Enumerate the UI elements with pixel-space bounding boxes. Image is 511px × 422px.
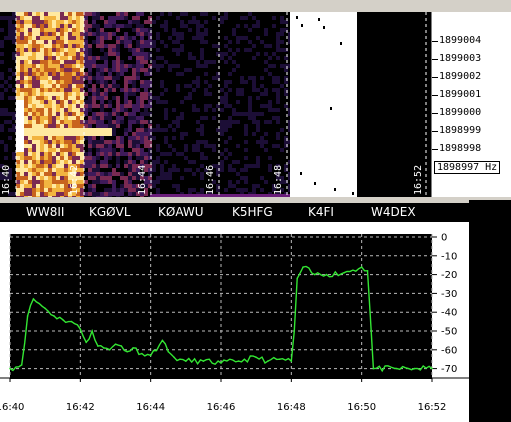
freq-label: 1899002 — [439, 71, 482, 82]
freq-tick — [432, 149, 438, 150]
signal-strength-point — [293, 330, 296, 332]
signal-strength-point — [97, 345, 99, 347]
waterfall-time-label: 16:46 — [205, 164, 216, 195]
x-tick-label: 16:48 — [277, 402, 306, 413]
signal-strength-point — [20, 364, 23, 366]
freq-tick — [432, 131, 438, 132]
signal-strength-point — [343, 271, 345, 274]
signal-strength-point — [202, 360, 205, 362]
signal-strength-point — [313, 273, 316, 276]
callsign-label[interactable]: K5HFG — [232, 205, 273, 219]
freq-tick — [432, 95, 438, 96]
signal-strength-point — [120, 345, 123, 347]
signal-strength-point — [325, 273, 328, 276]
signal-strength-point — [255, 356, 257, 359]
signal-strength-point — [70, 320, 73, 323]
x-tick-label: 16:50 — [347, 402, 376, 413]
frequency-scale: 1899004 1899003 1899002 1899001 1899000 … — [431, 12, 511, 197]
signal-strength-point — [290, 360, 293, 362]
callsign-bar: WW8II KGØVL KØAWU K5HFG K4FI W4DEX — [0, 203, 469, 222]
signal-strength-point — [26, 315, 29, 317]
callsign-label[interactable]: WW8II — [26, 205, 65, 219]
signal-strength-point — [372, 367, 375, 370]
waterfall-spectrogram — [0, 12, 431, 197]
signal-strength-point — [161, 339, 164, 342]
callsign-label[interactable]: K4FI — [308, 205, 334, 219]
freq-tick — [432, 59, 438, 60]
signal-strength-panel: 16:40 16:42 16:44 16:46 16:48 16:50 16:52 0 -10 -… — [0, 222, 469, 422]
y-tick-label: -60 — [441, 345, 457, 356]
signal-strength-chart: 16:40 16:42 16:44 16:46 16:48 16:50 16:52 0 -10 -… — [0, 222, 469, 422]
y-tick-label: -40 — [441, 308, 457, 319]
freq-tick — [432, 77, 438, 78]
signal-strength-point — [173, 356, 175, 359]
signal-strength-point — [44, 307, 46, 310]
y-tick-label: -70 — [441, 364, 457, 375]
right-side-panel — [469, 200, 511, 422]
signal-strength-point — [431, 367, 433, 370]
callsign-label[interactable]: W4DEX — [371, 205, 416, 219]
signal-strength-point — [413, 367, 416, 370]
signal-strength-point — [179, 358, 181, 360]
y-tick-label: -50 — [441, 327, 457, 338]
signal-strength-point — [132, 347, 134, 349]
signal-strength-point — [167, 350, 170, 353]
x-tick-label: 16:40 — [0, 402, 24, 413]
signal-strength-point — [9, 367, 11, 370]
signal-strength-point — [53, 315, 55, 317]
signal-strength-point — [360, 266, 363, 268]
cursor-frequency-readout: 1898997 Hz — [434, 161, 501, 174]
signal-strength-point — [237, 360, 240, 362]
waterfall-time-label: 16:42 — [69, 164, 80, 195]
y-tick-label: -20 — [441, 270, 457, 281]
signal-strength-point — [366, 270, 369, 272]
waterfall-time-label: 16:48 — [273, 164, 284, 195]
signal-strength-point — [267, 360, 269, 362]
signal-strength-point — [61, 318, 64, 321]
x-tick-label: 16:42 — [66, 402, 95, 413]
waterfall-display[interactable]: 16:40 16:42 16:44 16:46 16:48 16:52 — [0, 12, 431, 197]
x-tick-label: 16:44 — [136, 402, 165, 413]
freq-label: 1898998 — [439, 143, 482, 154]
freq-label: 1899000 — [439, 107, 482, 118]
signal-strength-point — [79, 328, 82, 330]
freq-tick — [432, 41, 438, 42]
waterfall-time-label: 16:44 — [137, 164, 148, 195]
signal-strength-point — [141, 352, 143, 355]
freq-label: 1898999 — [439, 125, 482, 136]
signal-strength-point — [85, 341, 87, 344]
signal-strength-point — [296, 277, 298, 280]
freq-label: 1899004 — [439, 35, 482, 46]
y-tick-label: 0 — [441, 233, 447, 244]
signal-strength-point — [126, 350, 129, 353]
signal-strength-point — [302, 266, 304, 268]
freq-label: 1899001 — [439, 89, 482, 100]
signal-strength-point — [185, 360, 187, 362]
x-tick-label: 16:46 — [207, 402, 236, 413]
waterfall-time-label: 16:52 — [413, 164, 424, 195]
signal-strength-point — [108, 349, 111, 351]
freq-label: 1899003 — [439, 53, 482, 64]
waterfall-time-label: 16:40 — [1, 164, 12, 195]
signal-strength-point — [114, 343, 117, 345]
waterfall-pixels — [0, 12, 431, 197]
signal-strength-point — [149, 354, 152, 357]
callsign-label[interactable]: KØAWU — [158, 205, 204, 219]
signal-strength-point — [396, 367, 398, 370]
signal-strength-point — [220, 362, 222, 364]
signal-strength-point — [102, 347, 105, 349]
x-tick-label: 16:52 — [418, 402, 447, 413]
signal-strength-point — [91, 330, 93, 332]
y-tick-label: -30 — [441, 289, 457, 300]
freq-tick — [432, 113, 438, 114]
signal-strength-point — [32, 298, 35, 300]
y-tick-label: -10 — [441, 251, 457, 262]
callsign-label[interactable]: KGØVL — [89, 205, 131, 219]
signal-strength-point — [278, 358, 281, 360]
